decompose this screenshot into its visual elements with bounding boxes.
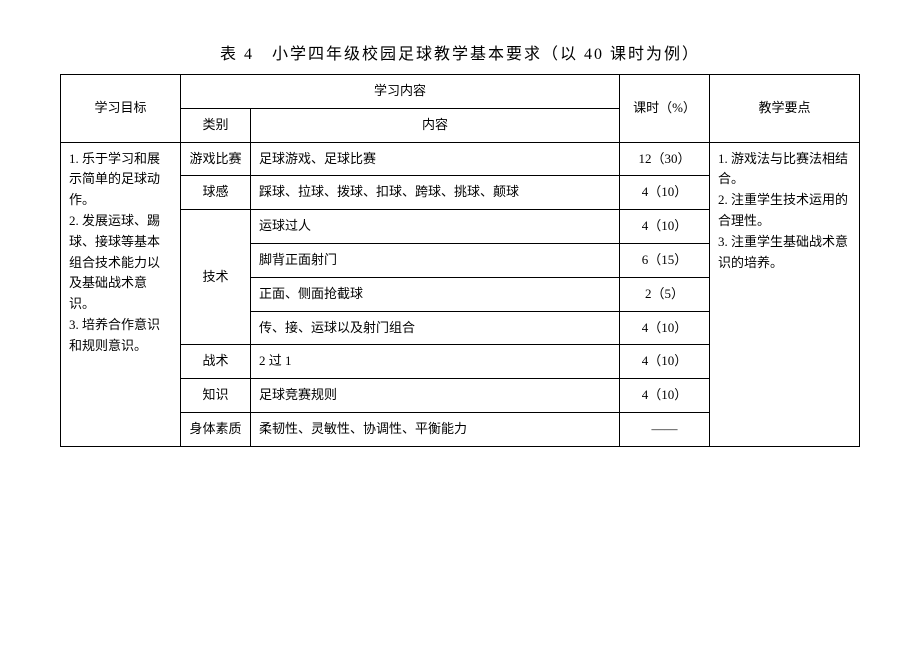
content-cell: 踩球、拉球、拨球、扣球、跨球、挑球、颠球 [251,176,620,210]
points-cell: 1. 游戏法与比赛法相结合。 2. 注重学生技术运用的合理性。 3. 注重学生基… [710,142,860,446]
content-cell: 脚背正面射门 [251,243,620,277]
hours-cell: 4（10） [620,210,710,244]
header-content-group: 学习内容 [181,75,620,109]
hours-cell: 12（30） [620,142,710,176]
goal-cell: 1. 乐于学习和展示简单的足球动作。 2. 发展运球、踢球、接球等基本组合技术能… [61,142,181,446]
header-points: 教学要点 [710,75,860,143]
content-cell: 正面、侧面抢截球 [251,277,620,311]
category-cell: 球感 [181,176,251,210]
category-cell: 游戏比赛 [181,142,251,176]
content-cell: 足球游戏、足球比赛 [251,142,620,176]
hours-cell: 4（10） [620,379,710,413]
category-cell: 技术 [181,210,251,345]
header-hours: 课时（%） [620,75,710,143]
table-header-row: 学习目标 学习内容 课时（%） 教学要点 [61,75,860,109]
table-caption: 表 4 小学四年级校园足球教学基本要求（以 40 课时为例） [60,40,860,64]
category-cell: 知识 [181,379,251,413]
hours-cell: 4（10） [620,345,710,379]
category-cell: 身体素质 [181,412,251,446]
header-goal: 学习目标 [61,75,181,143]
header-category: 类别 [181,108,251,142]
content-cell: 运球过人 [251,210,620,244]
content-cell: 足球竞赛规则 [251,379,620,413]
hours-cell: 4（10） [620,176,710,210]
header-content: 内容 [251,108,620,142]
content-cell: 柔韧性、灵敏性、协调性、平衡能力 [251,412,620,446]
category-cell: 战术 [181,345,251,379]
hours-cell: 2（5） [620,277,710,311]
content-cell: 2 过 1 [251,345,620,379]
table-row: 1. 乐于学习和展示简单的足球动作。 2. 发展运球、踢球、接球等基本组合技术能… [61,142,860,176]
content-cell: 传、接、运球以及射门组合 [251,311,620,345]
hours-cell: 4（10） [620,311,710,345]
hours-cell: 6（15） [620,243,710,277]
hours-cell: —— [620,412,710,446]
curriculum-table: 学习目标 学习内容 课时（%） 教学要点 类别 内容 1. 乐于学习和展示简单的… [60,74,860,447]
